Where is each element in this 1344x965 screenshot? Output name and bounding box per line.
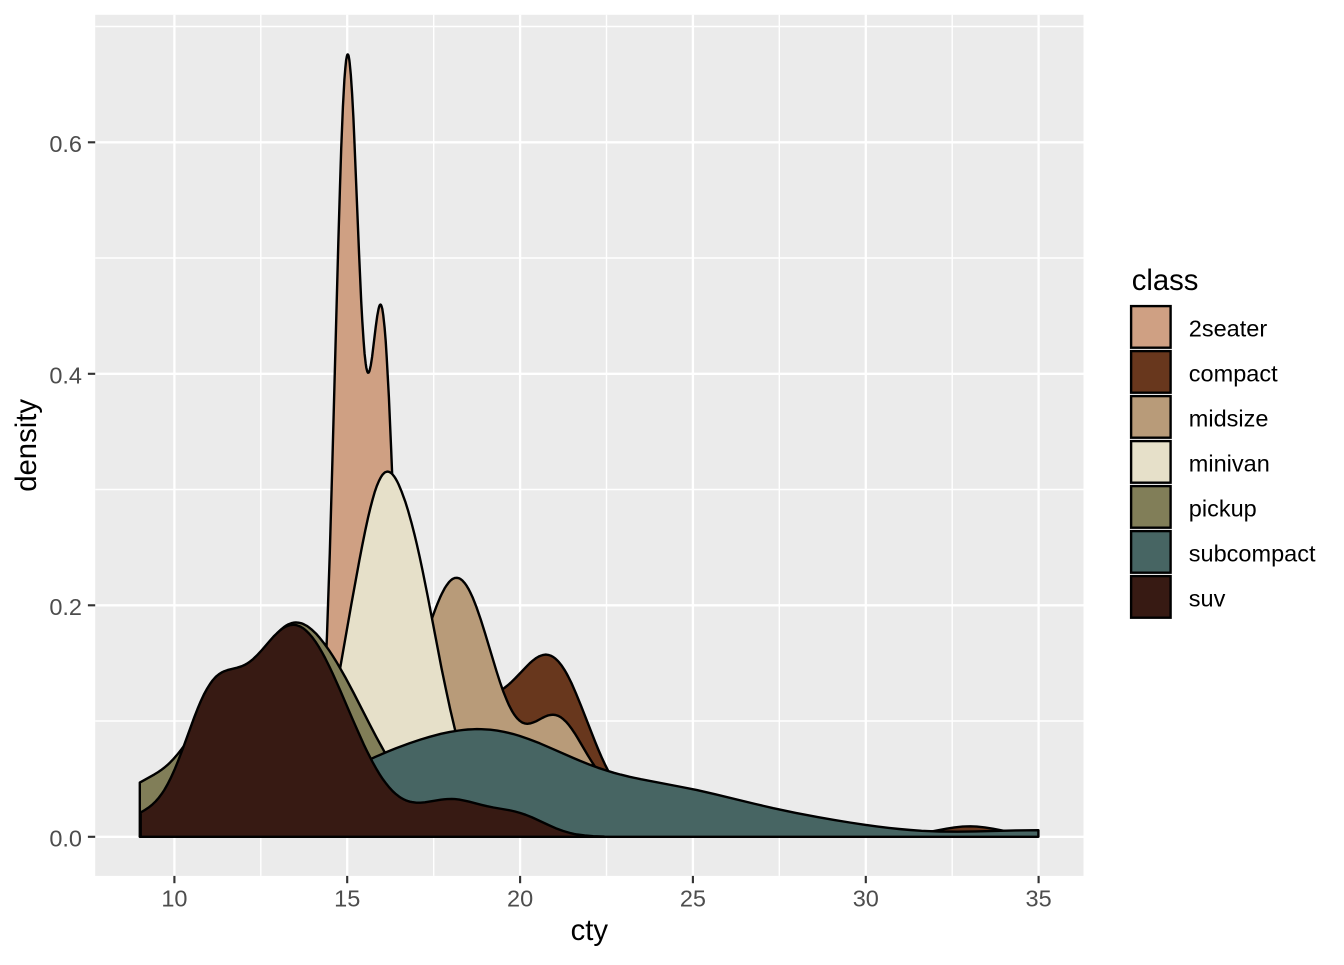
svg-text:cty: cty (571, 914, 609, 947)
svg-text:midsize: midsize (1189, 405, 1269, 431)
svg-text:class: class (1132, 264, 1199, 297)
svg-text:35: 35 (1026, 886, 1052, 912)
svg-text:0.6: 0.6 (49, 131, 82, 157)
svg-text:density: density (10, 399, 43, 492)
svg-text:pickup: pickup (1189, 495, 1257, 521)
svg-text:0.2: 0.2 (49, 594, 82, 620)
svg-text:2seater: 2seater (1189, 315, 1268, 341)
svg-text:20: 20 (507, 886, 533, 912)
svg-text:0.0: 0.0 (49, 826, 82, 852)
svg-text:15: 15 (334, 886, 360, 912)
svg-text:minivan: minivan (1189, 450, 1270, 476)
svg-text:suv: suv (1189, 585, 1226, 611)
svg-text:10: 10 (161, 886, 187, 912)
svg-text:subcompact: subcompact (1189, 540, 1316, 566)
svg-text:compact: compact (1189, 360, 1278, 386)
svg-text:0.4: 0.4 (49, 363, 82, 389)
svg-text:30: 30 (853, 886, 879, 912)
svg-text:25: 25 (680, 886, 706, 912)
